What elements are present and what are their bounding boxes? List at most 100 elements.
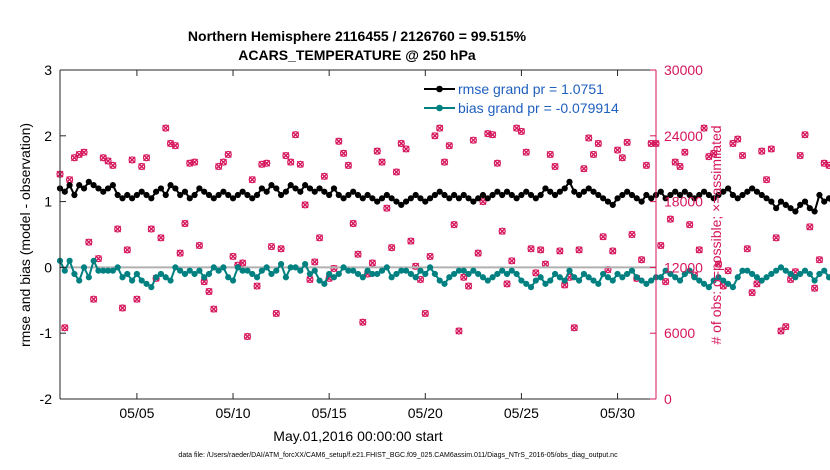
bias-point	[465, 270, 472, 278]
bias-point	[633, 274, 640, 281]
obs-assimilated-point	[537, 246, 545, 254]
bias-point	[705, 284, 712, 291]
obs-possible-point	[657, 241, 665, 250]
bias-point	[590, 277, 597, 284]
obs-possible-point	[157, 234, 165, 242]
bias-point	[205, 270, 213, 278]
bias-point	[672, 274, 679, 281]
obs-assimilated-point	[200, 278, 208, 286]
rmse-point	[369, 195, 376, 202]
rmse-point	[681, 188, 688, 195]
bias-point	[350, 267, 357, 274]
bias-point	[749, 270, 756, 278]
obs-assimilated-point	[354, 250, 362, 258]
obs-possible-point	[493, 159, 501, 167]
obs-assimilated-stroke	[614, 146, 622, 154]
y-right-tick-label: 6000	[664, 325, 695, 341]
obs-assimilated-point	[541, 260, 549, 268]
obs-assimilated-point	[368, 259, 376, 267]
bias-point	[268, 270, 275, 278]
bias-point	[542, 280, 549, 287]
rmse-point	[393, 198, 400, 205]
bias-point	[109, 267, 116, 274]
obs-assimilated-point	[508, 257, 516, 265]
rmse-point	[710, 195, 717, 202]
obs-assimilated-stroke	[532, 269, 540, 277]
obs-assimilated-stroke	[455, 327, 463, 335]
bias-point	[523, 280, 530, 287]
rmse-point	[104, 185, 112, 192]
obs-assimilated-stroke	[537, 246, 545, 254]
obs-possible-point	[291, 131, 300, 139]
y-left-axis-ticks: -2 -1 0 1 2 3	[40, 62, 66, 407]
obs-assimilated-stroke	[546, 150, 554, 158]
bias-point	[551, 270, 559, 278]
obs-assimilated-stroke	[508, 257, 516, 265]
obs-assimilated-point	[205, 288, 213, 296]
obs-assimilated-point	[801, 131, 809, 139]
bias-point	[499, 267, 506, 274]
rmse-point	[773, 205, 780, 212]
rmse-series-layer	[56, 178, 830, 215]
obs-possible-point	[724, 267, 732, 275]
obs-possible-point	[508, 257, 516, 265]
bias-series-layer	[56, 257, 830, 291]
data-file-footer: data file: /Users/raeder/DAI/ATM_forcXX/…	[178, 452, 618, 459]
obs-assimilated-stroke	[114, 225, 122, 233]
legend: rmse grand pr = 1.0751 bias grand pr = -…	[420, 78, 649, 118]
bias-point	[215, 267, 222, 274]
rmse-point	[85, 178, 92, 185]
obs-possible-point	[469, 136, 477, 144]
obs-assimilated-stroke	[763, 176, 771, 184]
obs-assimilated-stroke	[724, 267, 732, 275]
obs-possible-point	[806, 223, 814, 231]
obs-assimilated-point	[815, 256, 823, 264]
bias-point	[604, 274, 612, 281]
rmse-point	[378, 195, 386, 202]
obs-assimilated-point	[666, 215, 674, 223]
obs-assimilated-point	[176, 249, 184, 257]
rmse-point	[657, 188, 664, 195]
y-right-tick-label: 18000	[664, 194, 703, 210]
bias-point	[71, 270, 78, 278]
obs-assimilated-stroke	[388, 244, 396, 252]
rmse-point	[801, 198, 809, 205]
bias-point	[316, 277, 323, 284]
obs-assimilated-point	[695, 246, 703, 254]
obs-assimilated-stroke	[104, 157, 112, 165]
rmse-point	[326, 191, 333, 199]
obs-assimilated-stroke	[195, 241, 203, 249]
rmse-point	[177, 191, 184, 199]
rmse-point	[451, 191, 458, 199]
obs-assimilated-stroke	[522, 148, 530, 156]
bias-point	[676, 277, 684, 284]
obs-possible-point	[195, 241, 203, 250]
obs-assimilated-stroke	[277, 245, 285, 253]
rmse-point	[566, 178, 573, 185]
obs-assimilated-point	[378, 158, 386, 166]
obs-possible-point	[753, 280, 761, 288]
obs-assimilated-stroke	[205, 288, 213, 296]
obs-possible-point	[349, 219, 357, 228]
rmse-point	[686, 191, 693, 199]
rmse-point	[777, 198, 785, 205]
obs-possible-point	[729, 139, 737, 148]
bias-point	[451, 270, 458, 278]
obs-assimilated-point	[618, 154, 626, 162]
rmse-point	[407, 195, 414, 202]
rmse-point	[292, 185, 299, 192]
obs-possible-point	[498, 227, 506, 235]
obs-possible-point	[743, 245, 751, 253]
rmse-point	[157, 185, 165, 192]
obs-assimilated-stroke	[796, 152, 804, 160]
obs-assimilated-stroke	[503, 280, 511, 288]
obs-assimilated-stroke	[416, 275, 424, 283]
obs-possible-point	[397, 139, 405, 148]
obs-assimilated-stroke	[662, 278, 670, 286]
obs-possible-point	[748, 289, 756, 297]
obs-possible-point	[426, 252, 434, 261]
obs-possible-point	[609, 247, 617, 255]
y-right-tick-label: 24000	[664, 128, 703, 144]
obs-assimilated-point	[118, 304, 126, 312]
obs-possible-point	[662, 278, 670, 286]
